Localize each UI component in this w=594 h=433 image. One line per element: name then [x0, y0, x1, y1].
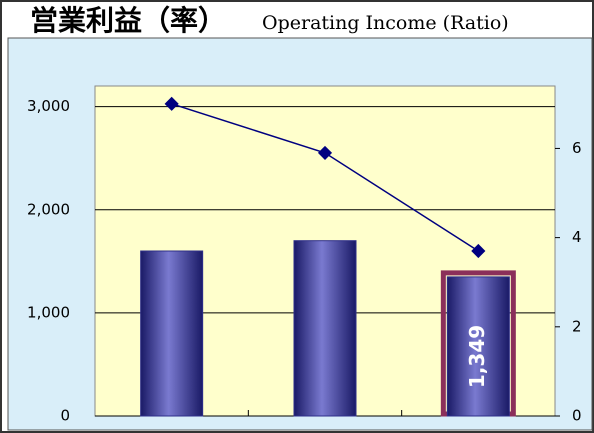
value-label: 1,349 — [465, 325, 489, 388]
y-tick-label: 3,000 — [27, 97, 70, 115]
y2-tick-label: 0 — [572, 407, 582, 425]
bar — [446, 276, 510, 417]
y2-tick-label: 2 — [572, 317, 582, 335]
line-marker — [471, 243, 486, 259]
bar — [140, 250, 204, 417]
chart-subtitle: Operating Income (Ratio) — [262, 12, 509, 34]
y-tick-label: 1,000 — [27, 303, 70, 321]
y-tick-label: 0 — [60, 407, 70, 425]
chart-title: 営業利益（率） — [30, 4, 226, 37]
y2-tick-label: 6 — [572, 139, 582, 157]
y2-tick-label: 4 — [572, 228, 582, 246]
y-tick-label: 2,000 — [27, 200, 70, 218]
line-marker — [317, 145, 333, 160]
bar — [293, 240, 357, 417]
